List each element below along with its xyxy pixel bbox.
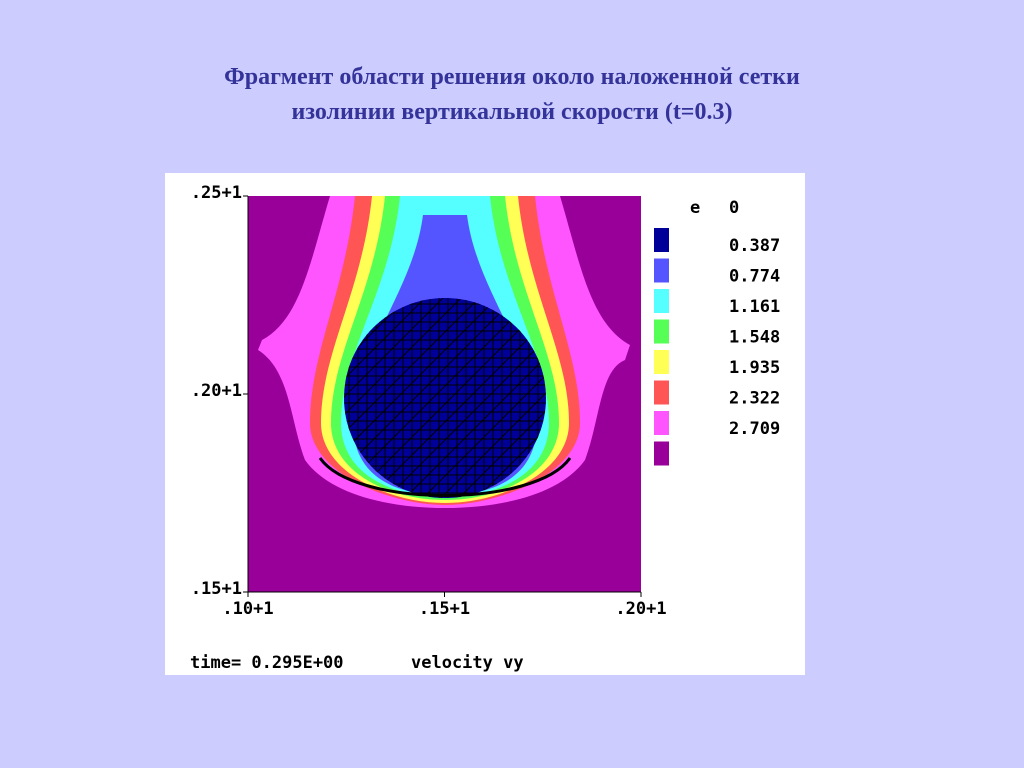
x-tick-label: .15+1 [419, 599, 470, 619]
body-boundary [318, 457, 572, 497]
x-tick-label: .10+1 [222, 599, 273, 619]
y-tick-label: .20+1 [191, 381, 242, 401]
contour-field [248, 196, 641, 592]
mesh-line [471, 298, 546, 498]
legend-level: 1.161 [729, 297, 780, 317]
footer-variable: velocity vy [411, 653, 524, 673]
footer-time: time= 0.295E+00 [190, 653, 344, 673]
solid-body [344, 298, 546, 498]
legend-level: 2.709 [729, 419, 780, 439]
legend-header: e [690, 198, 700, 218]
legend-swatch [654, 289, 669, 313]
y-tick-label: .25+1 [191, 183, 242, 203]
x-tick-label: .20+1 [615, 599, 666, 619]
mesh-line [344, 298, 449, 498]
legend-level: 0.774 [729, 267, 780, 287]
mesh-line [344, 298, 431, 498]
mesh-line [399, 298, 546, 498]
legend-level: 0.387 [729, 236, 780, 256]
legend-swatch [654, 350, 669, 374]
legend-swatch [654, 441, 669, 466]
legend-swatch [654, 411, 669, 435]
mesh-line [417, 298, 546, 498]
mesh-line [344, 298, 467, 498]
legend-swatch [654, 258, 669, 283]
mesh-line [381, 298, 546, 498]
mesh-line [344, 298, 503, 498]
legend-level: 2.322 [729, 389, 780, 409]
mesh-line [344, 298, 485, 498]
legend-header: 0 [729, 198, 739, 218]
mesh-line [344, 298, 413, 498]
legend-swatch [654, 319, 669, 344]
mesh-line [435, 298, 546, 498]
legend-level: 1.548 [729, 328, 780, 348]
plot-panel: .15+1.20+1.25+1.10+1.15+1.20+1e 00.3870.7… [165, 173, 805, 675]
y-tick-label: .15+1 [191, 579, 242, 599]
legend-swatch [654, 228, 669, 252]
title-line: Фрагмент области решения около наложенно… [224, 64, 800, 90]
title-line: изолинии вертикальной скорости (t=0.3) [291, 99, 733, 125]
mesh-line [453, 298, 546, 498]
legend-level: 1.935 [729, 358, 780, 378]
legend-swatch [654, 380, 669, 405]
